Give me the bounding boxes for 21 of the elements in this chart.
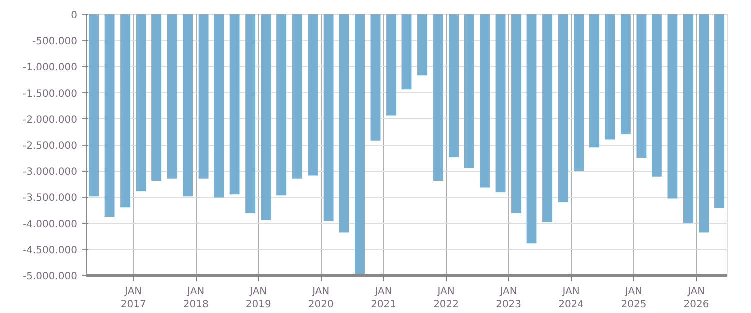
y-tick-label: -500.000 <box>32 36 78 48</box>
x-tick-label: JAN 2022 <box>434 286 460 311</box>
y-tick-label: -3.500.000 <box>23 193 78 204</box>
y-tick-label: -5.000.000 <box>23 272 78 282</box>
y-tick-label: -4.500.000 <box>23 245 78 256</box>
y-tick-label: -3.000.000 <box>23 167 78 178</box>
y-tick-label: 0 <box>71 10 78 22</box>
y-tick-label: -1.000.000 <box>23 62 78 74</box>
x-tick-label: JAN 2019 <box>246 286 272 311</box>
x-tick-label: JAN 2017 <box>120 286 146 311</box>
x-tick-label: JAN 2024 <box>558 286 584 311</box>
x-tick-label: JAN 2020 <box>308 286 334 311</box>
y-tick-label: -2.500.000 <box>23 141 78 152</box>
y-tick-label: -2.000.000 <box>23 114 78 126</box>
x-tick-label: JAN 2018 <box>183 286 209 311</box>
x-tick-label: JAN 2026 <box>684 286 710 311</box>
y-tick-label: -4.000.000 <box>23 219 78 230</box>
x-tick-label: JAN 2025 <box>621 286 647 311</box>
x-tick-label: JAN 2023 <box>496 286 522 311</box>
y-tick-label: -1.500.000 <box>23 88 78 100</box>
x-tick-label: JAN 2021 <box>371 286 397 311</box>
